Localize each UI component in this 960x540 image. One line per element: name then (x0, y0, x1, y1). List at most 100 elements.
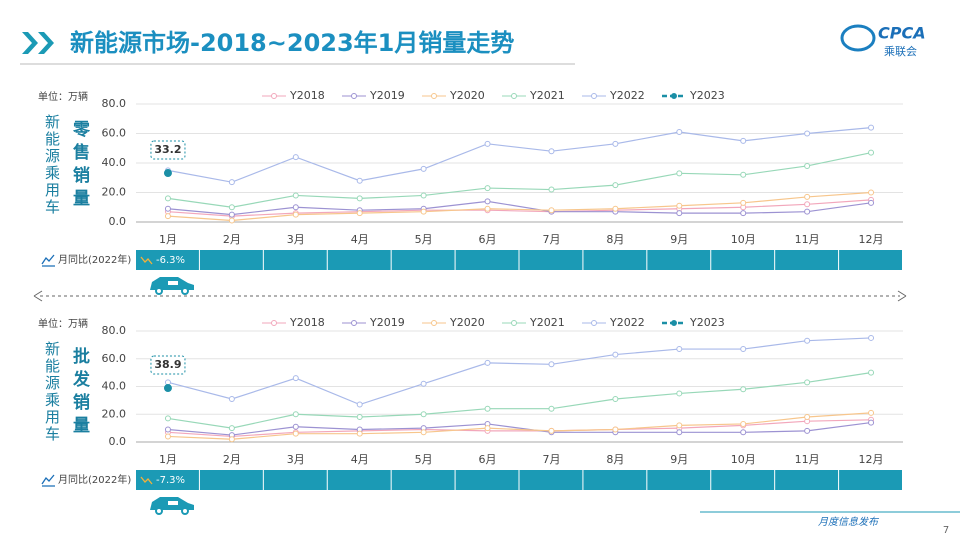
page-number: 7 (943, 525, 949, 536)
logo-icon (840, 24, 876, 52)
data-point (356, 210, 363, 217)
legend-label: Y2021 (529, 316, 565, 329)
data-point (228, 217, 235, 224)
data-point (356, 414, 363, 421)
data-point (868, 334, 875, 341)
data-point (292, 411, 299, 418)
data-point (164, 195, 171, 202)
data-point (548, 186, 555, 193)
x-tick-label: 1月 (159, 233, 177, 246)
y-tick-label: 40.0 (102, 156, 127, 169)
data-point (740, 346, 747, 353)
x-tick-label: 10月 (731, 233, 756, 246)
yoy-trend-icon (140, 476, 153, 485)
data-point (356, 401, 363, 408)
data-point (676, 202, 683, 209)
car-window (168, 501, 178, 505)
data-point (868, 409, 875, 416)
x-tick-label: 12月 (859, 233, 884, 246)
legend-marker (271, 320, 277, 326)
data-point (548, 427, 555, 434)
data-point (484, 140, 491, 147)
chart-title: 零售销量 (69, 120, 91, 212)
data-point (164, 433, 171, 440)
legend-marker (511, 320, 517, 326)
data-point (740, 199, 747, 206)
data-point (484, 425, 491, 432)
yoy-cell (839, 250, 902, 270)
yoy-cell (839, 470, 902, 490)
legend-marker (431, 320, 437, 326)
x-tick-label: 5月 (415, 453, 433, 466)
x-tick-label: 7月 (542, 453, 560, 466)
yoy-icon (41, 254, 55, 267)
yoy-cell (391, 470, 455, 490)
unit-label: 单位：万辆 (38, 90, 88, 103)
data-point (292, 423, 299, 430)
series-line (167, 421, 872, 436)
car-wheel (155, 287, 163, 295)
x-tick-label: 6月 (479, 453, 497, 466)
logo-text: CPCA (878, 24, 926, 43)
x-tick-label: 5月 (415, 233, 433, 246)
logo-subtext: 乘联会 (884, 45, 917, 58)
y-tick-label: 80.0 (102, 324, 127, 337)
slide-title: 新能源市场-2018~2023年1月销量走势 (70, 29, 514, 57)
data-point (356, 430, 363, 437)
side-label: 新能源乘用车 (43, 341, 61, 443)
data-point (868, 199, 875, 206)
data-point (804, 337, 811, 344)
yoy-cell (711, 250, 775, 270)
legend-marker (431, 93, 437, 99)
data-point (804, 193, 811, 200)
legend-label: Y2023 (689, 316, 725, 329)
car-window (168, 281, 178, 285)
yoy-cell (519, 250, 583, 270)
x-tick-label: 7月 (542, 233, 560, 246)
data-point (740, 386, 747, 393)
data-point (804, 208, 811, 215)
legend-label: Y2022 (609, 89, 645, 102)
data-point (356, 177, 363, 184)
x-tick-label: 3月 (287, 453, 305, 466)
data-point (612, 426, 619, 433)
series-line (167, 127, 872, 183)
data-point (484, 359, 491, 366)
x-tick-label: 9月 (670, 453, 688, 466)
footer-text: 月度信息发布 (818, 516, 880, 528)
legend-marker (671, 93, 677, 99)
y-tick-label: 20.0 (102, 186, 127, 199)
data-point (228, 179, 235, 186)
yoy-value: -7.3% (156, 475, 185, 486)
data-point (740, 137, 747, 144)
yoy-cell (647, 470, 711, 490)
x-tick-label: 2月 (223, 453, 241, 466)
data-point (292, 211, 299, 218)
data-point (292, 430, 299, 437)
x-tick-label: 8月 (606, 453, 624, 466)
yoy-cell (199, 250, 263, 270)
data-point (612, 182, 619, 189)
data-point (612, 205, 619, 212)
yoy-cell (519, 470, 583, 490)
data-point (292, 204, 299, 211)
x-tick-label: 3月 (287, 233, 305, 246)
y-tick-label: 0.0 (109, 435, 127, 448)
x-tick-label: 8月 (606, 233, 624, 246)
data-point (484, 198, 491, 205)
side-label: 新能源乘用车 (43, 114, 61, 216)
series-line (167, 152, 872, 208)
yoy-label: 月同比(2022年) (58, 253, 131, 266)
x-tick-label: 4月 (351, 453, 369, 466)
legend-marker (511, 93, 517, 99)
data-point (868, 189, 875, 196)
data-point (804, 379, 811, 386)
data-point (676, 129, 683, 136)
yoy-cell (263, 250, 327, 270)
yoy-icon (41, 474, 55, 487)
data-point (740, 171, 747, 178)
legend-marker (671, 320, 677, 326)
data-point (164, 415, 171, 422)
data-label-box (150, 140, 186, 160)
